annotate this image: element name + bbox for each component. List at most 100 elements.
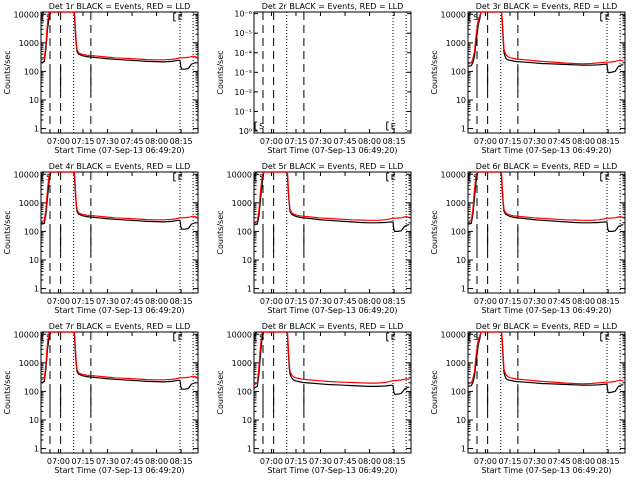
y-tick-label: 10 — [29, 96, 39, 105]
y-tick-label: 10 — [456, 96, 466, 105]
y-tick-label: 10000 — [441, 330, 466, 339]
series-events-line — [254, 172, 410, 232]
series-events-line — [468, 12, 624, 74]
marker-e: E — [386, 121, 396, 131]
x-tick-label: 08:15 — [170, 137, 193, 146]
y-tick-label: 10⁻⁵ — [234, 29, 252, 38]
marker-s: S — [468, 332, 478, 342]
marker-label: E — [391, 122, 396, 131]
series-lld-line — [41, 12, 197, 61]
y-tick-label: 100 — [24, 387, 39, 396]
y-tick-label: 10 — [456, 416, 466, 425]
y-tick-label: 1000 — [446, 359, 466, 368]
x-tick-label: 07:00 — [260, 457, 283, 466]
marker-label: E — [391, 173, 396, 182]
y-tick-label: 1 — [461, 125, 466, 134]
marker-e: E — [173, 12, 183, 22]
series-lld-line — [468, 12, 624, 65]
x-tick-label: 07:15 — [498, 297, 521, 306]
x-tick-label: 07:30 — [96, 137, 119, 146]
x-tick-label: 07:15 — [498, 457, 521, 466]
panel-title: Det 8r BLACK = Events, RED = LLD — [262, 322, 404, 331]
y-tick-label: 10⁻³ — [234, 68, 252, 77]
x-tick-label: 07:45 — [334, 137, 357, 146]
x-axis-label: Start Time (07-Sep-13 06:49:20) — [54, 306, 184, 315]
marker-label: S — [473, 13, 478, 22]
y-tick-label: 10⁻⁴ — [234, 49, 252, 58]
x-tick-label: 07:45 — [548, 137, 571, 146]
x-tick-label: 08:00 — [572, 457, 595, 466]
marker-label: E — [178, 173, 183, 182]
x-axis-label: Start Time (07-Sep-13 06:49:20) — [481, 306, 611, 315]
y-tick-label: 10⁻¹ — [234, 107, 252, 116]
axes-frame — [253, 11, 412, 134]
y-tick-label: 1000 — [19, 359, 39, 368]
axes-frame — [467, 11, 626, 134]
marker-label: S — [473, 333, 478, 342]
marker-e: E — [386, 172, 396, 182]
y-tick-label: 10000 — [227, 170, 252, 179]
y-tick-label: 100 — [237, 227, 252, 236]
marker-label: E — [605, 173, 610, 182]
x-tick-label: 07:45 — [548, 297, 571, 306]
marker-label: E — [605, 13, 610, 22]
marker-label: E — [391, 333, 396, 342]
y-tick-label: 1000 — [446, 199, 466, 208]
marker-e: E — [600, 172, 610, 182]
x-tick-label: 07:45 — [334, 457, 357, 466]
axes-frame — [40, 331, 199, 454]
x-axis-label: Start Time (07-Sep-13 06:49:20) — [481, 466, 611, 475]
series-events-line — [41, 172, 197, 230]
x-tick-label: 08:15 — [597, 457, 620, 466]
series-events-line — [468, 332, 624, 394]
x-tick-label: 08:00 — [358, 457, 381, 466]
x-tick-label: 07:15 — [71, 457, 94, 466]
y-tick-label: 1 — [247, 285, 252, 294]
y-tick-label: 10000 — [441, 10, 466, 19]
marker-e: E — [173, 332, 183, 342]
x-tick-label: 08:15 — [383, 457, 406, 466]
y-tick-label: 10 — [242, 416, 252, 425]
y-axis-label: Counts/sec — [430, 370, 439, 414]
y-tick-label: 10 — [29, 416, 39, 425]
x-tick-label: 07:30 — [309, 137, 332, 146]
x-tick-label: 08:15 — [597, 297, 620, 306]
y-axis-label: Counts/sec — [216, 210, 225, 254]
y-tick-label: 100 — [24, 67, 39, 76]
marker-s: S — [468, 12, 478, 22]
series-lld-line — [468, 172, 624, 223]
y-axis-label: Counts/sec — [430, 210, 439, 254]
x-axis-label: Start Time (07-Sep-13 06:49:20) — [54, 146, 184, 155]
y-tick-label: 100 — [24, 227, 39, 236]
marker-e: E — [386, 332, 396, 342]
y-tick-label: 1000 — [446, 39, 466, 48]
y-tick-label: 1 — [34, 445, 39, 454]
marker-label: E — [605, 333, 610, 342]
y-tick-label: 100 — [451, 387, 466, 396]
x-tick-label: 07:30 — [309, 297, 332, 306]
x-tick-label: 07:45 — [121, 457, 144, 466]
x-tick-label: 07:45 — [548, 457, 571, 466]
panel-5: Det 5r BLACK = Events, RED = LLD 07:00 07:… — [216, 162, 412, 315]
y-tick-label: 10 — [29, 256, 39, 265]
x-tick-label: 07:30 — [523, 137, 546, 146]
marker-label: S — [259, 122, 264, 131]
axes-frame — [40, 11, 199, 134]
x-tick-label: 08:15 — [170, 457, 193, 466]
x-tick-label: 07:00 — [260, 297, 283, 306]
x-tick-label: 08:00 — [358, 137, 381, 146]
series-events-line — [41, 12, 197, 70]
axes-frame — [467, 171, 626, 294]
x-tick-label: 07:00 — [474, 137, 497, 146]
x-tick-label: 08:15 — [170, 297, 193, 306]
series-lld-line — [254, 332, 410, 386]
y-tick-label: 100 — [237, 387, 252, 396]
axes-frame — [40, 171, 199, 294]
panel-title: Det 5r BLACK = Events, RED = LLD — [262, 162, 404, 171]
